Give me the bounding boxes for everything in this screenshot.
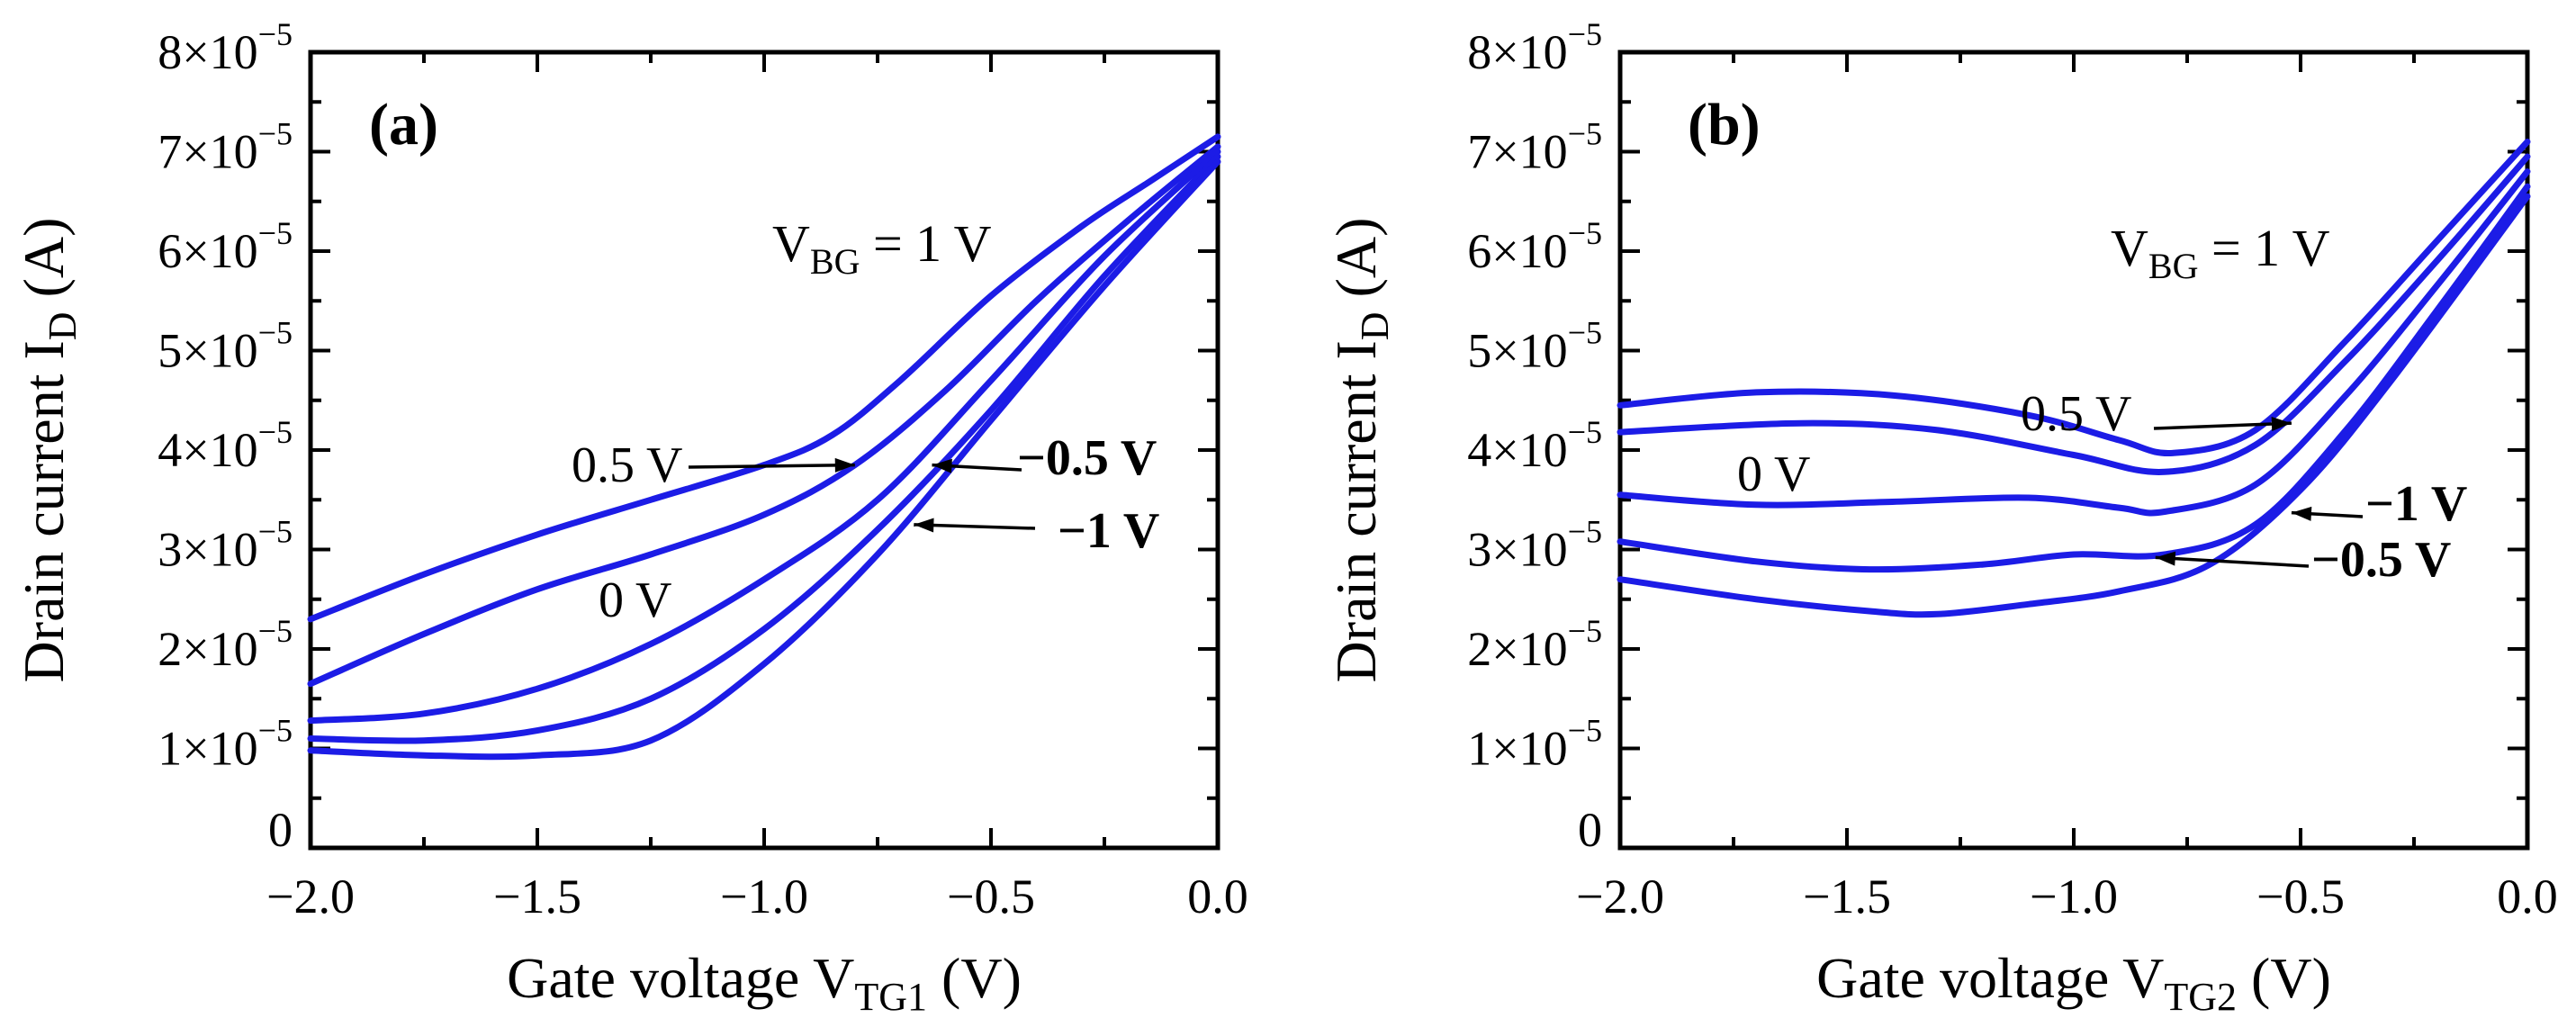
vbg-label: VBG = 1 V [2111, 219, 2330, 286]
x-tick-label: −0.5 [2256, 869, 2345, 923]
x-axis-title: Gate voltage VTG1 (V) [507, 946, 1022, 1019]
series-line-3 [1617, 183, 2531, 573]
annotation-arrowhead [2271, 417, 2292, 431]
vbg-label: VBG = 1 V [772, 214, 992, 282]
x-tick-label: −2.0 [266, 869, 355, 923]
y-tick-label: 5×10−5 [158, 315, 293, 378]
y-tick-label: 4×10−5 [158, 414, 293, 477]
panel-label: (a) [369, 92, 438, 158]
x-axis-title: Gate voltage VTG2 (V) [1816, 946, 2331, 1019]
y-axis-title: Drain current ID (A) [12, 218, 85, 683]
y-tick-label: 7×10−5 [158, 116, 293, 179]
y-tick-label: 7×10−5 [1467, 116, 1602, 179]
x-tick-label: 0.0 [2497, 869, 2558, 923]
annotation-arrowhead [834, 457, 855, 473]
annotation-arrow [914, 523, 1036, 530]
y-tick-label: 0 [268, 803, 293, 857]
panel-a: −2.0 −1.5 −1.0 −0.5 0.0 0 1×10−5 2×10−5 3×10−5 4×… [12, 16, 1248, 1019]
annotation-label: −0.5 V [1017, 430, 1157, 486]
y-tick-label: 6×10−5 [158, 215, 293, 278]
annotation-label: −1 V [1058, 503, 1159, 559]
x-tick-label: −1.5 [1803, 869, 1891, 923]
annotation-arrowhead [2155, 551, 2176, 566]
series-line-1 [307, 143, 1221, 688]
annotation-label: 0.5 V [2021, 386, 2131, 442]
annotation-arrow [688, 463, 855, 469]
annotation-label: −0.5 V [2311, 532, 2451, 588]
annotation-label: 0 V [1737, 446, 1810, 502]
x-tick-label: −2.0 [1576, 869, 1664, 923]
series-line-1 [1617, 153, 2531, 475]
x-tick-label: −0.5 [947, 869, 1035, 923]
annotation-arrowhead [914, 518, 934, 533]
annotation-label: 0 V [599, 572, 671, 628]
y-tick-label: 6×10−5 [1467, 215, 1602, 278]
series-line-3 [307, 153, 1221, 744]
x-tick-label: −1.5 [493, 869, 581, 923]
series-line-4 [307, 158, 1221, 761]
y-tick-label: 8×10−5 [158, 16, 293, 79]
series-line-0 [1617, 139, 2531, 457]
y-axis-title: Drain current ID (A) [1324, 218, 1397, 683]
annotation-arrowhead [932, 458, 952, 473]
annotation-arrowhead [2291, 506, 2312, 521]
annotation-arrow [2153, 421, 2292, 430]
y-tick-label: 8×10−5 [1467, 16, 1602, 79]
y-tick-label: 0 [1578, 803, 1602, 857]
y-tick-label: 2×10−5 [1467, 613, 1602, 676]
y-tick-label: 1×10−5 [158, 713, 293, 776]
x-tick-label: −1.0 [2030, 869, 2118, 923]
annotation-arrow [2155, 555, 2310, 568]
y-tick-label: 4×10−5 [1467, 414, 1602, 477]
panel-b: −2.0 −1.5 −1.0 −0.5 0.0 0 1×10−5 2×10−5 3×10−5 4×… [1324, 16, 2558, 1019]
x-tick-label: −1.0 [720, 869, 808, 923]
y-tick-label: 1×10−5 [1467, 713, 1602, 776]
series-line-2 [307, 149, 1221, 725]
annotation-label: 0.5 V [572, 437, 682, 493]
series-line-2 [1617, 168, 2531, 517]
series-line-4 [1617, 193, 2531, 618]
y-tick-label: 2×10−5 [158, 613, 293, 676]
y-tick-label: 3×10−5 [158, 514, 293, 577]
annotation-label: −1 V [2365, 476, 2467, 532]
x-tick-label: 0.0 [1187, 869, 1248, 923]
series-line-0 [307, 133, 1221, 623]
panel-label: (b) [1688, 92, 1761, 158]
y-tick-label: 3×10−5 [1467, 514, 1602, 577]
y-tick-label: 5×10−5 [1467, 315, 1602, 378]
